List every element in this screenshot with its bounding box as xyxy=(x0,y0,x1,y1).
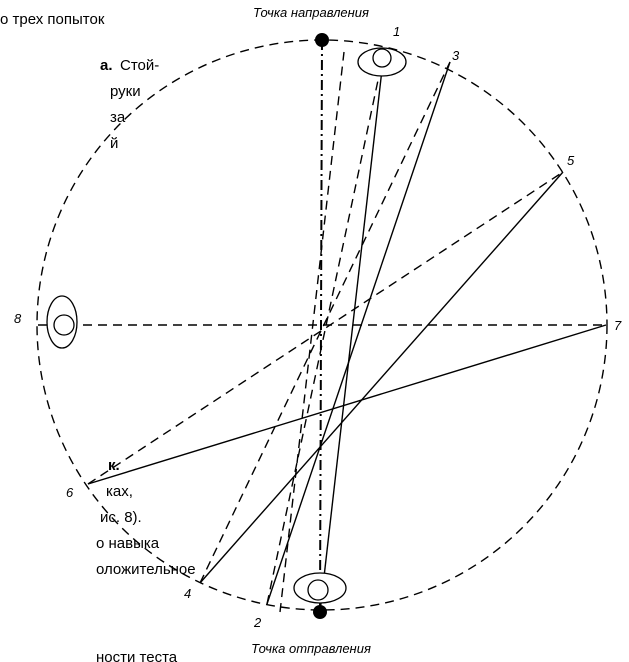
text: й xyxy=(110,135,118,152)
text: за xyxy=(110,109,126,126)
dashed-line xyxy=(266,51,385,605)
start-dot xyxy=(315,33,329,47)
text: Стой- xyxy=(120,57,159,74)
diagram-lines xyxy=(36,39,608,613)
point-label: 1 xyxy=(393,24,400,39)
text: а. xyxy=(100,57,113,74)
text: к. xyxy=(108,457,120,474)
text: ках, xyxy=(106,483,133,500)
text: оложительное xyxy=(96,561,196,578)
dashed-line xyxy=(87,171,564,485)
point-label: 8 xyxy=(14,311,22,326)
text: ис. 8). xyxy=(100,509,142,526)
point-label: 6 xyxy=(66,485,74,500)
dashed-line xyxy=(199,61,451,584)
bottom-label: Точка отправления xyxy=(251,641,371,656)
point-label: 2 xyxy=(253,615,262,630)
point-label: 3 xyxy=(452,48,460,63)
end-dot xyxy=(313,605,327,619)
point-label: 7 xyxy=(614,318,622,333)
solid-line xyxy=(87,324,607,485)
dashed-line xyxy=(279,51,345,613)
solid-line xyxy=(319,51,385,613)
figures xyxy=(46,47,407,604)
text: руки xyxy=(110,83,141,100)
text: о трех попыток xyxy=(0,11,105,28)
point-label: 4 xyxy=(184,586,191,601)
solid-line xyxy=(199,171,564,584)
direction-line xyxy=(319,39,323,613)
text: ности теста xyxy=(96,649,178,662)
solid-line xyxy=(266,61,451,605)
top-label: Точка направления xyxy=(253,5,369,20)
point-label: 5 xyxy=(567,153,575,168)
text: о навыка xyxy=(96,535,160,552)
